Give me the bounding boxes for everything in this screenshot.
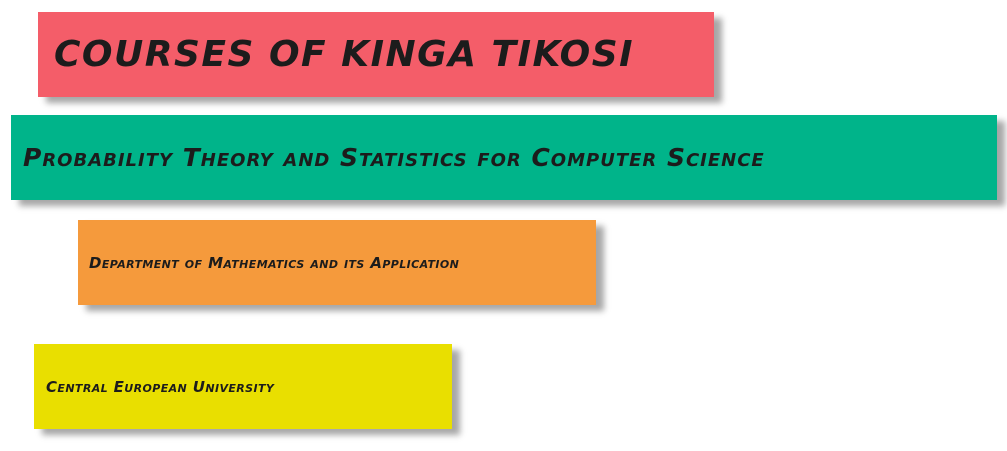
department-note: Department of Mathematics and its Applic…: [78, 220, 596, 305]
page-title: COURSES OF KINGA TIKOSI: [54, 34, 635, 75]
department-name: Department of Mathematics and its Applic…: [89, 253, 460, 272]
course-name-note[interactable]: Probability Theory and Statistics for Co…: [11, 115, 997, 200]
university-name: Central European University: [46, 377, 275, 396]
university-note: Central European University: [34, 344, 452, 429]
page-title-note: COURSES OF KINGA TIKOSI: [38, 12, 714, 97]
course-name: Probability Theory and Statistics for Co…: [23, 143, 765, 172]
